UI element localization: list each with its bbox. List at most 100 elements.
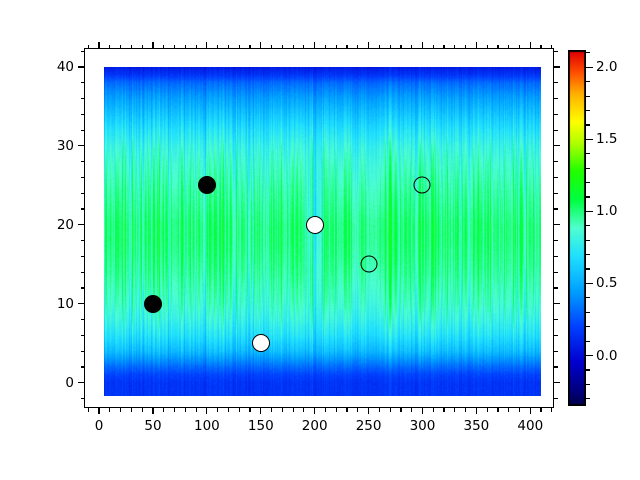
x-tick-minor-top <box>411 44 413 48</box>
x-tick-minor <box>130 408 133 412</box>
colorbar-tick-major <box>586 354 593 357</box>
x-tick-minor <box>540 408 542 412</box>
y-tick-minor-right <box>554 334 558 336</box>
colorbar <box>568 50 586 406</box>
x-tick-minor-top <box>400 44 402 48</box>
x-tick-major <box>529 408 531 414</box>
x-tick-minor <box>411 408 413 412</box>
x-tick-label: 300 <box>409 418 436 434</box>
x-tick-minor-top <box>518 44 521 48</box>
x-tick-minor-top <box>303 44 305 48</box>
x-tick-minor <box>120 408 122 412</box>
x-tick-minor-top <box>486 44 488 48</box>
colorbar-tick-minor <box>586 109 590 112</box>
x-tick-minor-top <box>540 44 542 48</box>
x-tick-minor-top <box>335 44 337 48</box>
colorbar-tick-label: 0.0 <box>596 347 618 364</box>
colorbar-tick-minor <box>586 297 590 299</box>
y-tick-minor-right <box>554 397 558 400</box>
x-tick-minor-top <box>120 44 122 48</box>
x-tick-minor-top <box>130 44 133 48</box>
x-tick-label: 100 <box>193 418 220 434</box>
y-tick-minor-right <box>554 113 558 115</box>
y-tick-minor <box>80 271 84 273</box>
x-tick-minor <box>551 408 553 412</box>
x-tick-minor-top <box>292 44 294 48</box>
y-tick-minor-right <box>554 129 558 131</box>
y-tick-minor <box>80 192 84 194</box>
colorbar-tick-minor <box>586 369 590 371</box>
x-tick-minor-top <box>141 44 143 48</box>
x-tick-minor <box>109 408 111 412</box>
colorbar-tick-label: 1.5 <box>596 131 618 148</box>
y-tick-minor-right <box>554 161 558 163</box>
x-tick-minor <box>141 408 143 412</box>
x-tick-major-top <box>152 42 154 48</box>
colorbar-tick-major <box>586 210 593 212</box>
x-tick-minor <box>432 408 434 412</box>
x-tick-label: 250 <box>355 418 382 434</box>
x-tick-minor-top <box>551 44 553 48</box>
x-tick-minor <box>518 408 521 412</box>
colorbar-tick-minor <box>586 268 590 270</box>
x-tick-minor-top <box>378 44 380 48</box>
x-tick-minor-top <box>163 44 165 48</box>
x-tick-minor-top <box>432 44 434 48</box>
y-tick-minor-right <box>554 287 558 289</box>
colorbar-tick-major <box>586 66 593 68</box>
x-tick-minor-top <box>184 44 186 48</box>
y-tick-major-right <box>554 145 560 147</box>
x-tick-label: 0 <box>94 418 104 434</box>
x-tick-minor-top <box>87 44 89 48</box>
x-tick-major-top <box>98 42 100 48</box>
colorbar-gradient <box>568 50 586 406</box>
y-tick-label: 30 <box>56 137 74 154</box>
colorbar-tick-minor <box>586 196 590 198</box>
x-tick-label: 50 <box>144 418 162 434</box>
y-tick-minor <box>80 240 84 242</box>
x-tick-minor-top <box>443 44 445 48</box>
x-tick-major-top <box>367 42 370 48</box>
y-tick-major-right <box>554 224 560 226</box>
heatmap-image <box>104 67 541 396</box>
x-tick-major <box>152 408 154 414</box>
y-tick-minor-right <box>554 192 558 194</box>
x-tick-minor-top <box>270 44 273 48</box>
y-tick-minor <box>80 208 84 210</box>
colorbar-tick-minor <box>586 326 590 328</box>
y-tick-minor <box>80 255 84 257</box>
y-tick-minor-right <box>554 82 558 84</box>
colorbar-tick-minor <box>586 340 590 342</box>
x-tick-minor <box>378 408 380 412</box>
y-tick-minor <box>80 97 84 100</box>
y-tick-minor-right <box>554 366 558 368</box>
x-tick-minor <box>227 408 230 412</box>
x-tick-minor-top <box>508 44 510 48</box>
x-tick-minor <box>303 408 305 412</box>
y-tick-minor <box>80 366 84 368</box>
colorbar-tick-minor <box>586 81 590 83</box>
colorbar-tick-label: 0.5 <box>596 275 618 292</box>
x-tick-major-top <box>314 42 316 48</box>
x-tick-minor <box>400 408 402 412</box>
colorbar-tick-minor <box>586 167 590 169</box>
y-tick-minor <box>80 287 84 289</box>
x-tick-minor <box>292 408 294 412</box>
y-tick-minor-right <box>554 255 558 257</box>
y-tick-minor <box>80 318 84 321</box>
x-tick-label: 400 <box>517 418 544 434</box>
y-tick-label: 20 <box>56 216 74 233</box>
x-tick-minor <box>238 408 240 412</box>
x-tick-major <box>98 408 100 414</box>
x-tick-minor-top <box>465 44 467 48</box>
x-tick-label: 150 <box>247 418 274 434</box>
y-tick-minor-right <box>554 240 558 242</box>
y-tick-minor <box>80 161 84 163</box>
x-tick-minor-top <box>454 44 456 48</box>
x-tick-label: 350 <box>463 418 490 434</box>
x-tick-minor-top <box>346 44 348 48</box>
y-tick-label: 10 <box>56 295 74 312</box>
x-tick-minor-top <box>173 44 176 48</box>
x-tick-minor-top <box>281 44 283 48</box>
x-tick-major <box>314 408 316 414</box>
